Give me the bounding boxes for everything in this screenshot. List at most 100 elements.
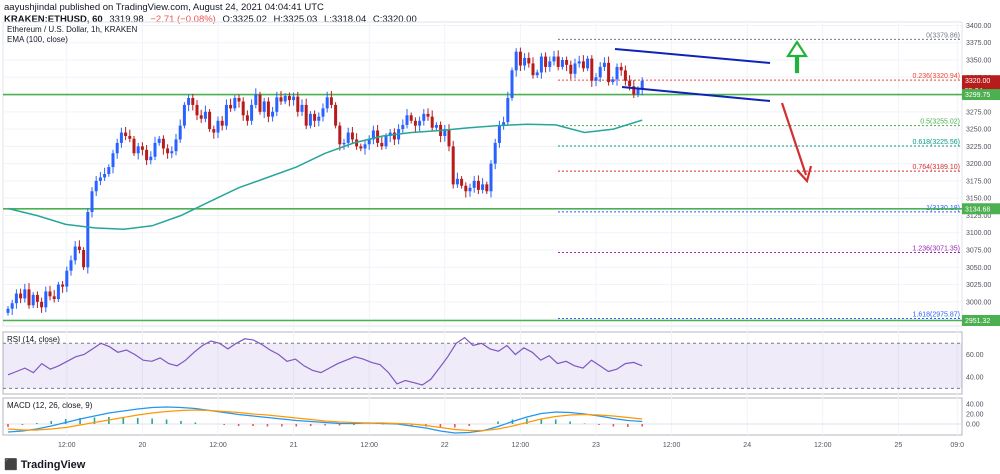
price-tick-label: 3350.00 xyxy=(966,58,991,65)
time-tick-label: 25 xyxy=(895,442,903,449)
candle-body xyxy=(191,98,195,105)
candle-body xyxy=(14,293,18,304)
rsi-legend: RSI (14, close) xyxy=(7,335,60,344)
candle-body xyxy=(27,289,31,306)
price-tick-label: 3075.00 xyxy=(966,248,991,255)
open-value: O:3325.02 xyxy=(222,14,267,25)
candle-body xyxy=(161,138,165,149)
candle-body xyxy=(166,148,170,154)
candle-body xyxy=(422,113,426,121)
candle-body xyxy=(237,98,241,102)
candle-body xyxy=(640,80,644,90)
candle-body xyxy=(497,125,501,143)
macd-signal-line xyxy=(7,409,643,432)
time-tick-label: 23 xyxy=(592,442,600,449)
candle-body xyxy=(560,60,564,67)
candle-body xyxy=(128,136,132,139)
candle-body xyxy=(10,303,14,309)
macd-pane-frame xyxy=(2,397,963,436)
candle-body xyxy=(40,301,44,308)
candle-body xyxy=(460,178,464,186)
candle-body xyxy=(325,97,329,109)
candle-body xyxy=(426,113,430,117)
price-tick-label: 3125.00 xyxy=(966,213,991,220)
candle-body xyxy=(447,129,451,147)
candle-body xyxy=(208,111,212,130)
candle-body xyxy=(266,101,270,117)
publish-info: aayushjindal published on TradingView.co… xyxy=(4,2,324,13)
candle-body xyxy=(443,129,447,136)
candle-body xyxy=(56,284,60,300)
price-tick-label: 3375.00 xyxy=(966,40,991,47)
candle-body xyxy=(371,130,375,140)
price-tick-label: 3025.00 xyxy=(966,282,991,289)
fib-level-label: 1.618(2975.87) xyxy=(913,311,960,318)
candle-body xyxy=(434,124,438,128)
candle-body xyxy=(48,291,52,297)
support-bottom-price-label: 2951.32 xyxy=(965,318,990,325)
price-change: −2.71 (−0.08%) xyxy=(150,14,216,25)
candle-body xyxy=(363,144,367,149)
candle-body xyxy=(485,184,489,192)
candle-body xyxy=(573,63,577,74)
symbol-ohlc-line: KRAKEN:ETHUSD, 60 3319.98 −2.71 (−0.08%)… xyxy=(4,14,417,25)
ema-legend: EMA (100, close) xyxy=(7,35,68,44)
rsi-pane-frame xyxy=(2,331,963,395)
candle-body xyxy=(136,146,140,154)
candle-body xyxy=(77,246,81,250)
bearish-arrowhead xyxy=(796,165,813,184)
fib-level-label: 0.5(3255.02) xyxy=(920,119,960,126)
candle-body xyxy=(6,308,10,313)
time-tick-label: 12:00 xyxy=(360,442,378,449)
candle-body xyxy=(502,122,506,126)
support-bottom-price-label-bg xyxy=(962,315,1000,326)
candle-body xyxy=(451,146,455,185)
candle-body xyxy=(124,132,128,136)
candle-body xyxy=(111,153,115,168)
time-tick-label: 12:00 xyxy=(58,442,76,449)
high-value: H:3325.03 xyxy=(273,14,318,25)
macd-tick-label: 20.00 xyxy=(966,412,984,419)
candle-body xyxy=(170,151,174,154)
candle-body xyxy=(149,156,153,161)
candle-body xyxy=(590,58,594,81)
candle-body xyxy=(418,120,422,126)
candle-body xyxy=(586,58,590,69)
time-tick-label: 12:00 xyxy=(814,442,832,449)
candle-body xyxy=(61,284,65,287)
candle-body xyxy=(359,146,363,149)
candle-body xyxy=(623,70,627,81)
candle-body xyxy=(82,250,86,268)
candle-body xyxy=(329,97,333,105)
candle-body xyxy=(472,180,476,188)
support-price-label-bg xyxy=(962,203,1000,215)
candle-body xyxy=(544,56,548,67)
close-value: C:3320.00 xyxy=(372,14,417,25)
current-price-label: 3320.00 xyxy=(965,78,990,85)
candle-body xyxy=(619,66,623,71)
candle-body xyxy=(313,113,317,121)
candle-body xyxy=(44,291,48,308)
candle-body xyxy=(107,167,111,174)
macd-line xyxy=(7,406,643,434)
candle-body xyxy=(275,97,279,112)
tradingview-logo-icon: ⬛ xyxy=(4,459,18,471)
candle-body xyxy=(552,56,556,62)
candle-body xyxy=(598,66,602,78)
candle-body xyxy=(384,136,388,147)
candle-body xyxy=(615,66,619,80)
candle-body xyxy=(350,132,354,140)
candle-body xyxy=(229,104,233,109)
candle-body xyxy=(535,72,539,76)
candle-body xyxy=(388,132,392,136)
candle-body xyxy=(258,94,262,112)
candle-body xyxy=(132,138,136,154)
resistance-price-label: 3299.75 xyxy=(965,92,990,99)
candle-body xyxy=(506,98,510,123)
candle-body xyxy=(199,115,203,119)
price-tick-label: 3100.00 xyxy=(966,230,991,237)
candle-body xyxy=(565,60,569,65)
candle-body xyxy=(35,294,39,302)
candle-body xyxy=(98,177,102,181)
